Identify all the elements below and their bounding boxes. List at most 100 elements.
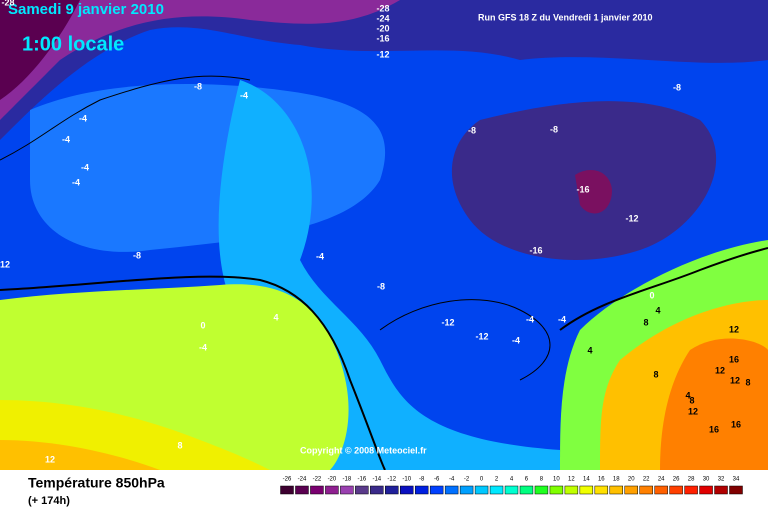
contour-label: 8 xyxy=(653,369,658,379)
scale-label: -10 xyxy=(402,477,411,483)
scale-label: 16 xyxy=(598,477,605,483)
contour-label: -24 xyxy=(376,13,389,23)
scale-swatch xyxy=(504,485,519,495)
scale-label: 18 xyxy=(613,477,620,483)
contour-label: -4 xyxy=(512,335,520,345)
zero-contour-east xyxy=(559,247,768,331)
contour-label: 0 xyxy=(200,320,205,330)
scale-swatch xyxy=(370,485,384,495)
contour-label: 4 xyxy=(273,312,278,322)
scale-swatch xyxy=(414,485,429,495)
scale-label: 22 xyxy=(643,477,650,483)
scale-label: 30 xyxy=(703,477,710,483)
scale-label: 6 xyxy=(525,477,529,483)
scale-swatch xyxy=(444,485,459,495)
scale-label: 10 xyxy=(553,477,560,483)
contour-label: -4 xyxy=(240,90,248,100)
scale-label: -22 xyxy=(313,477,322,483)
contour-label: -4 xyxy=(72,177,80,187)
scale-label: 0 xyxy=(480,477,484,483)
extreme-cold-zone xyxy=(0,0,80,100)
contour-label: -12 xyxy=(376,49,389,59)
contour-label: -12 xyxy=(441,317,454,327)
scale-label: 8 xyxy=(540,477,544,483)
scale-swatch xyxy=(474,485,489,495)
contour-label: 12 xyxy=(729,324,739,334)
scale-swatch xyxy=(699,485,713,495)
scale-swatch xyxy=(340,485,354,495)
scale-label: -24 xyxy=(298,477,307,483)
scale-swatch xyxy=(624,485,638,495)
scale-label: 14 xyxy=(583,477,590,483)
scale-swatch xyxy=(519,485,534,495)
contour-label: 0 xyxy=(649,290,654,300)
scale-label: 26 xyxy=(673,477,680,483)
contour-label: -12 xyxy=(625,213,638,223)
contour-label: -28 xyxy=(1,0,14,7)
scale-label: 28 xyxy=(688,477,695,483)
contour-label: -4 xyxy=(526,314,534,324)
scale-label: -16 xyxy=(357,477,366,483)
scale-swatch xyxy=(549,485,564,495)
contour-label: 4 xyxy=(587,345,592,355)
scale-swatch xyxy=(310,485,324,495)
contour-label: -8 xyxy=(133,250,141,260)
scale-label: -20 xyxy=(328,477,337,483)
footer-title: Température 850hPa xyxy=(28,475,165,491)
very-cold-zone xyxy=(0,0,400,120)
color-scale: -26 -24 -22 -20 -18 -16 -14 -12 -10 -8 -6 -4 -2 0 2 4 6 8… xyxy=(280,477,743,495)
scale-swatch xyxy=(385,485,399,495)
contour xyxy=(0,75,251,161)
scale-swatch xyxy=(579,485,594,495)
contour-label: 8 xyxy=(177,440,182,450)
scale-swatch xyxy=(295,485,309,495)
scale-label: 2 xyxy=(495,477,499,483)
scale-label: 34 xyxy=(733,477,740,483)
scale-label: -14 xyxy=(372,477,381,483)
contour-label: 16 xyxy=(709,424,719,434)
scale-swatch xyxy=(400,485,414,495)
scale-label: -26 xyxy=(283,477,292,483)
contour-label: -4 xyxy=(79,113,87,123)
contour-label: 16 xyxy=(731,419,741,429)
contour-label: 8 xyxy=(643,317,648,327)
scale-swatch xyxy=(669,485,683,495)
scale-swatch xyxy=(355,485,369,495)
run-label: Run GFS 18 Z du Vendredi 1 janvier 2010 xyxy=(478,12,653,22)
scale-label: 32 xyxy=(718,477,725,483)
date-label: Samedi 9 janvier 2010 xyxy=(8,1,164,18)
scale-label: 20 xyxy=(628,477,635,483)
cold-zone xyxy=(0,0,768,140)
contour-label: 12 xyxy=(715,365,725,375)
contour-label: -8 xyxy=(550,124,558,134)
scale-swatch xyxy=(684,485,698,495)
contour-label: 8 xyxy=(689,395,694,405)
scale-swatch xyxy=(609,485,623,495)
contour-label: -8 xyxy=(194,81,202,91)
contour-label: -8 xyxy=(468,125,476,135)
contour-label: 4 xyxy=(655,305,660,315)
contour-label: -4 xyxy=(199,342,207,352)
contour-label: 16 xyxy=(729,354,739,364)
contour-label: 12 xyxy=(730,375,740,385)
footer-subtitle: (+ 174h) xyxy=(28,495,70,507)
hot-zone-sw xyxy=(0,440,160,470)
scale-label: -4 xyxy=(449,477,455,483)
scale-swatch xyxy=(594,485,609,495)
scale-label: -8 xyxy=(419,477,425,483)
contour-label: 8 xyxy=(745,377,750,387)
scale-label: -18 xyxy=(343,477,352,483)
scale-label: -12 xyxy=(387,477,396,483)
scale-swatch xyxy=(534,485,549,495)
very-hot-zone-east xyxy=(660,338,768,470)
contour-label: -8 xyxy=(377,281,385,291)
contour-label: 12 xyxy=(0,259,10,269)
contour-label: -4 xyxy=(81,162,89,172)
contour-label: -4 xyxy=(316,251,324,261)
contour-label: -4 xyxy=(62,134,70,144)
scale-swatch xyxy=(714,485,728,495)
scale-label: -6 xyxy=(434,477,440,483)
scale-swatch xyxy=(654,485,668,495)
scale-swatch xyxy=(280,485,294,495)
